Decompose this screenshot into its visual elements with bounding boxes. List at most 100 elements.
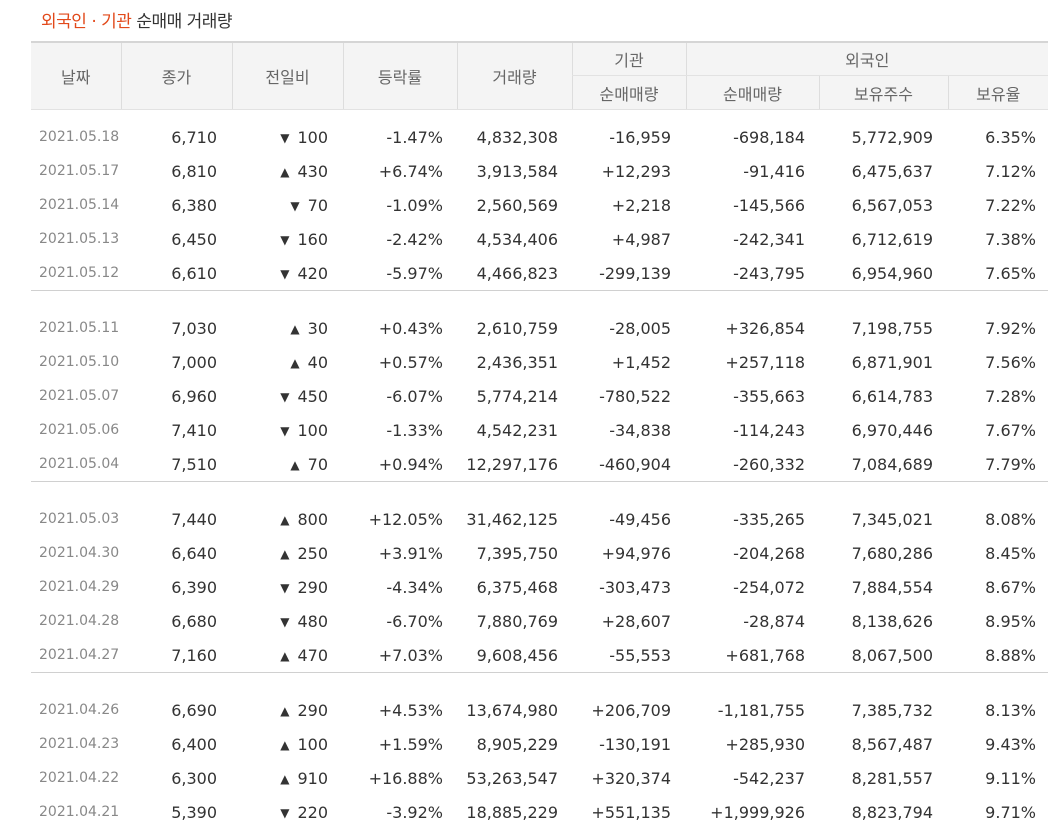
change-value: 250	[297, 543, 328, 563]
close-cell: 6,680	[171, 611, 217, 631]
foreign-ratio-cell: 8.88%	[985, 645, 1036, 665]
foreign-net-cell: +285,930	[725, 734, 805, 754]
change-value: 290	[297, 700, 328, 720]
change-value: 70	[307, 195, 328, 215]
change-cell: ▼ 290	[232, 570, 343, 604]
table-row: 2021.05.07 6,960 ▼ 450 -6.07% 5,774,214 -780,5…	[31, 379, 1048, 413]
up-triangle-icon: ▲	[280, 512, 290, 527]
foreign-hold-cell: 8,138,626	[851, 611, 933, 631]
table-row: 2021.05.04 7,510 ▲ 70 +0.94% 12,297,176 -460,9…	[31, 447, 1048, 482]
down-triangle-icon: ▼	[280, 614, 290, 629]
date-cell: 2021.05.14	[39, 197, 120, 213]
change-value: 800	[297, 509, 328, 529]
table-row: 2021.05.12 6,610 ▼ 420 -5.97% 4,466,823 -299,1…	[31, 256, 1048, 291]
institution-net-cell: +320,374	[591, 768, 671, 788]
institution-net-cell: -49,456	[609, 509, 671, 529]
foreign-net-cell: -204,268	[733, 543, 805, 563]
institution-net-cell: -460,904	[599, 454, 671, 474]
institution-net-cell: -130,191	[599, 734, 671, 754]
foreign-ratio-cell: 8.08%	[985, 509, 1036, 529]
foreign-net-cell: -260,332	[733, 454, 805, 474]
foreign-net-cell: -542,237	[733, 768, 805, 788]
close-cell: 7,000	[171, 352, 217, 372]
date-cell: 2021.05.10	[39, 354, 120, 370]
date-cell: 2021.05.11	[39, 320, 120, 336]
date-cell: 2021.04.26	[39, 702, 120, 718]
foreign-hold-cell: 7,385,732	[851, 700, 933, 720]
foreign-hold-cell: 6,970,446	[851, 420, 933, 440]
foreign-ratio-cell: 9.43%	[985, 734, 1036, 754]
date-cell: 2021.04.29	[39, 579, 120, 595]
foreign-hold-cell: 6,954,960	[851, 263, 933, 283]
date-cell: 2021.05.12	[39, 265, 120, 281]
institution-net-cell: +12,293	[601, 161, 671, 181]
foreign-hold-cell: 6,475,637	[851, 161, 933, 181]
volume-cell: 9,608,456	[476, 645, 558, 665]
group-divider	[31, 481, 1048, 502]
date-cell: 2021.05.03	[39, 511, 120, 527]
up-triangle-icon: ▲	[280, 703, 290, 718]
table-row: 2021.04.21 5,390 ▼ 220 -3.92% 18,885,229 +551,…	[31, 795, 1048, 829]
header-foreign-net: 순매매량	[685, 75, 819, 110]
close-cell: 6,710	[171, 127, 217, 147]
foreign-net-cell: -145,566	[733, 195, 805, 215]
down-triangle-icon: ▼	[280, 805, 290, 820]
change-cell: ▲ 100	[232, 727, 343, 761]
foreign-hold-cell: 7,680,286	[851, 543, 933, 563]
foreign-hold-cell: 8,067,500	[851, 645, 933, 665]
table-row: 2021.05.11 7,030 ▲ 30 +0.43% 2,610,759 -28,005…	[31, 311, 1048, 345]
change-cell: ▼ 450	[232, 379, 343, 413]
change-cell: ▼ 100	[232, 120, 343, 154]
table-row: 2021.04.28 6,680 ▼ 480 -6.70% 7,880,769 +28,60…	[31, 604, 1048, 638]
down-triangle-icon: ▼	[280, 130, 290, 145]
down-triangle-icon: ▼	[280, 232, 290, 247]
close-cell: 6,690	[171, 700, 217, 720]
date-cell: 2021.04.30	[39, 545, 120, 561]
change-cell: ▼ 220	[232, 795, 343, 829]
foreign-ratio-cell: 6.35%	[985, 127, 1036, 147]
foreign-net-cell: -254,072	[733, 577, 805, 597]
volume-cell: 2,436,351	[476, 352, 558, 372]
table-row: 2021.05.18 6,710 ▼ 100 -1.47% 4,832,308 -16,95…	[31, 120, 1048, 154]
foreign-ratio-cell: 8.13%	[985, 700, 1036, 720]
change-value: 420	[297, 263, 328, 283]
rate-cell: -6.07%	[386, 386, 443, 406]
trading-table: 날짜 종가 전일비 등락률 거래량 기관 외국인 순매매량 순매매량 보유주수 …	[31, 41, 1048, 829]
table-body: 2021.05.18 6,710 ▼ 100 -1.47% 4,832,308 -16,95…	[31, 110, 1048, 830]
foreign-hold-cell: 6,567,053	[851, 195, 933, 215]
title-rest: 순매매 거래량	[131, 12, 233, 32]
table-row: 2021.04.30 6,640 ▲ 250 +3.91% 7,395,750 +94,97…	[31, 536, 1048, 570]
page-title: 외국인 · 기관 순매매 거래량	[41, 8, 233, 36]
table-row: 2021.04.29 6,390 ▼ 290 -4.34% 6,375,468 -303,4…	[31, 570, 1048, 604]
institution-net-cell: -34,838	[609, 420, 671, 440]
foreign-net-cell: -335,265	[733, 509, 805, 529]
header-institution: 기관	[571, 42, 686, 76]
volume-cell: 31,462,125	[466, 509, 558, 529]
table-row: 2021.05.03 7,440 ▲ 800 +12.05% 31,462,125 -49,…	[31, 502, 1048, 536]
volume-cell: 4,534,406	[476, 229, 558, 249]
foreign-ratio-cell: 7.92%	[985, 318, 1036, 338]
foreign-ratio-cell: 7.56%	[985, 352, 1036, 372]
volume-cell: 4,542,231	[476, 420, 558, 440]
rate-cell: +1.59%	[378, 734, 443, 754]
change-cell: ▼ 420	[232, 256, 343, 291]
header-foreign: 외국인	[685, 42, 1048, 76]
foreign-ratio-cell: 8.67%	[985, 577, 1036, 597]
header-change: 전일비	[231, 42, 343, 110]
close-cell: 6,810	[171, 161, 217, 181]
close-cell: 7,510	[171, 454, 217, 474]
rate-cell: -1.33%	[386, 420, 443, 440]
close-cell: 6,610	[171, 263, 217, 283]
table-row: 2021.05.14 6,380 ▼ 70 -1.09% 2,560,569 +2,218 -…	[31, 188, 1048, 222]
table-row: 2021.05.17 6,810 ▲ 430 +6.74% 3,913,584 +12,29…	[31, 154, 1048, 188]
date-cell: 2021.05.13	[39, 231, 120, 247]
volume-cell: 4,832,308	[476, 127, 558, 147]
volume-cell: 53,263,547	[466, 768, 558, 788]
date-cell: 2021.04.23	[39, 736, 120, 752]
foreign-net-cell: -242,341	[733, 229, 805, 249]
foreign-hold-cell: 7,345,021	[851, 509, 933, 529]
down-triangle-icon: ▼	[280, 580, 290, 595]
rate-cell: +3.91%	[378, 543, 443, 563]
change-value: 30	[307, 318, 328, 338]
volume-cell: 4,466,823	[476, 263, 558, 283]
